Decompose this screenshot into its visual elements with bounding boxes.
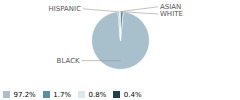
html-text:1.7%: 1.7% bbox=[53, 90, 71, 99]
svg-text:BLACK: BLACK bbox=[57, 57, 80, 65]
html-text:0.4%: 0.4% bbox=[123, 90, 142, 99]
html-text:97.2%: 97.2% bbox=[13, 90, 36, 99]
svg-text:HISPANIC: HISPANIC bbox=[49, 5, 82, 13]
svg-text:ASIAN: ASIAN bbox=[160, 3, 181, 11]
html-text:0.8%: 0.8% bbox=[88, 90, 107, 99]
svg-text:WHITE: WHITE bbox=[160, 10, 183, 18]
